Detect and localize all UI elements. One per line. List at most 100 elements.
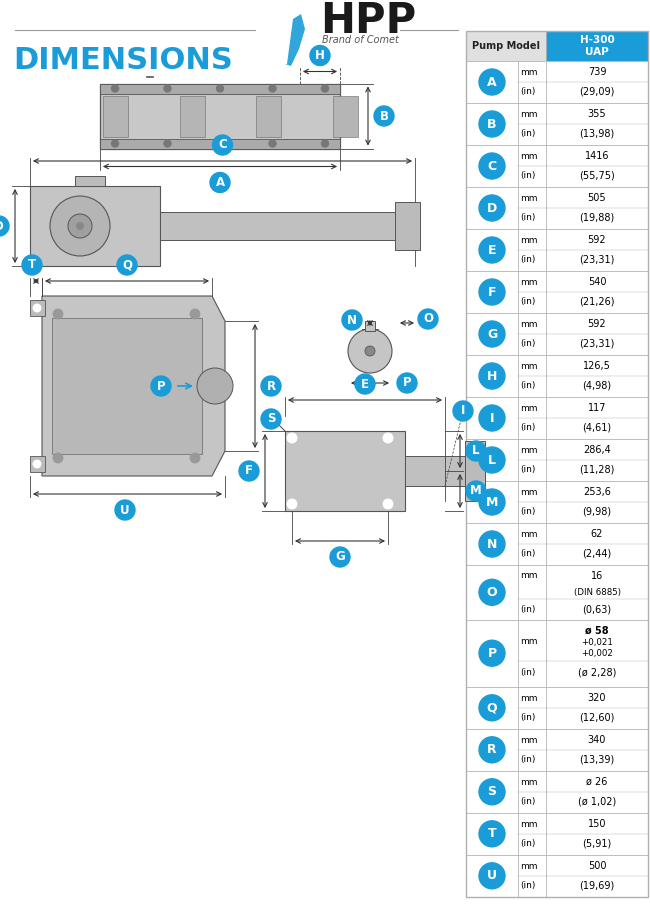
Text: H: H: [487, 370, 497, 382]
Text: mm: mm: [520, 487, 538, 496]
Text: D: D: [487, 201, 497, 215]
Circle shape: [164, 140, 171, 147]
Text: mm: mm: [520, 320, 538, 329]
Circle shape: [479, 779, 505, 805]
Bar: [30, 300, 45, 316]
Text: B: B: [380, 110, 389, 122]
Text: mm: mm: [520, 236, 538, 245]
Bar: [518, 565, 546, 620]
Text: N: N: [347, 313, 357, 326]
Text: 340: 340: [588, 735, 606, 745]
Bar: [466, 397, 518, 439]
Text: (in): (in): [520, 339, 536, 348]
Bar: [466, 31, 546, 61]
Text: (DIN 6885): (DIN 6885): [573, 588, 621, 597]
Text: U: U: [487, 869, 497, 882]
Bar: [30, 186, 160, 266]
Text: mm: mm: [520, 777, 538, 786]
Text: mm: mm: [520, 361, 538, 371]
Circle shape: [479, 531, 505, 557]
Circle shape: [50, 196, 110, 256]
Bar: [466, 61, 518, 103]
Text: mm: mm: [520, 694, 538, 703]
Text: (11,28): (11,28): [579, 465, 615, 475]
Text: (23,31): (23,31): [579, 339, 615, 349]
Text: E: E: [361, 378, 369, 390]
Circle shape: [466, 481, 486, 501]
Text: (12,60): (12,60): [579, 712, 615, 722]
Bar: [518, 313, 546, 355]
Circle shape: [76, 222, 84, 230]
Circle shape: [322, 85, 328, 92]
Text: L: L: [473, 445, 480, 458]
Bar: [466, 481, 518, 523]
Text: 126,5: 126,5: [583, 361, 611, 371]
Bar: [466, 103, 518, 145]
Circle shape: [374, 106, 394, 126]
Text: (in): (in): [520, 255, 536, 265]
Bar: [546, 103, 648, 145]
Text: O: O: [487, 586, 497, 599]
Bar: [546, 854, 648, 897]
Text: U: U: [120, 504, 130, 516]
Text: (in): (in): [520, 297, 536, 306]
Polygon shape: [285, 14, 305, 66]
Text: mm: mm: [520, 736, 538, 745]
Text: mm: mm: [520, 110, 538, 119]
Bar: [518, 728, 546, 771]
Bar: [518, 103, 546, 145]
Circle shape: [190, 309, 200, 319]
Text: 500: 500: [588, 861, 606, 872]
Text: (in): (in): [520, 130, 536, 138]
Circle shape: [365, 346, 375, 356]
Circle shape: [33, 304, 41, 312]
Text: (in): (in): [520, 171, 536, 180]
Bar: [466, 854, 518, 897]
Circle shape: [112, 140, 118, 147]
Text: 505: 505: [588, 193, 606, 203]
Bar: [466, 355, 518, 397]
Bar: [546, 523, 648, 565]
Text: 355: 355: [588, 110, 606, 120]
Bar: [466, 687, 518, 728]
Text: DIMENSIONS: DIMENSIONS: [13, 46, 233, 75]
Text: mm: mm: [520, 278, 538, 287]
Circle shape: [479, 641, 505, 666]
Bar: [518, 145, 546, 187]
Circle shape: [239, 461, 259, 481]
Bar: [546, 728, 648, 771]
Circle shape: [479, 579, 505, 605]
Bar: [546, 481, 648, 523]
Circle shape: [479, 237, 505, 263]
Bar: [100, 83, 340, 149]
Circle shape: [355, 374, 375, 394]
Text: 117: 117: [588, 403, 606, 413]
Bar: [546, 61, 648, 103]
Circle shape: [479, 111, 505, 137]
Text: (in): (in): [520, 839, 536, 848]
Circle shape: [479, 69, 505, 95]
Circle shape: [383, 499, 393, 509]
Bar: [518, 355, 546, 397]
Text: (ø 2,28): (ø 2,28): [578, 667, 616, 677]
Circle shape: [479, 153, 505, 179]
Text: 150: 150: [588, 819, 606, 829]
Circle shape: [479, 821, 505, 847]
Circle shape: [164, 85, 171, 92]
Circle shape: [479, 695, 505, 721]
Text: mm: mm: [520, 820, 538, 829]
Circle shape: [479, 363, 505, 389]
Circle shape: [479, 863, 505, 889]
Circle shape: [383, 433, 393, 443]
Text: P: P: [488, 647, 497, 660]
Circle shape: [210, 172, 230, 192]
Bar: [546, 229, 648, 271]
Bar: [518, 397, 546, 439]
Bar: [466, 813, 518, 854]
Bar: [160, 212, 400, 240]
Text: mm: mm: [520, 572, 538, 581]
Bar: [466, 728, 518, 771]
Bar: [518, 620, 546, 687]
Text: ø 58: ø 58: [585, 625, 609, 635]
Text: 739: 739: [588, 67, 606, 77]
